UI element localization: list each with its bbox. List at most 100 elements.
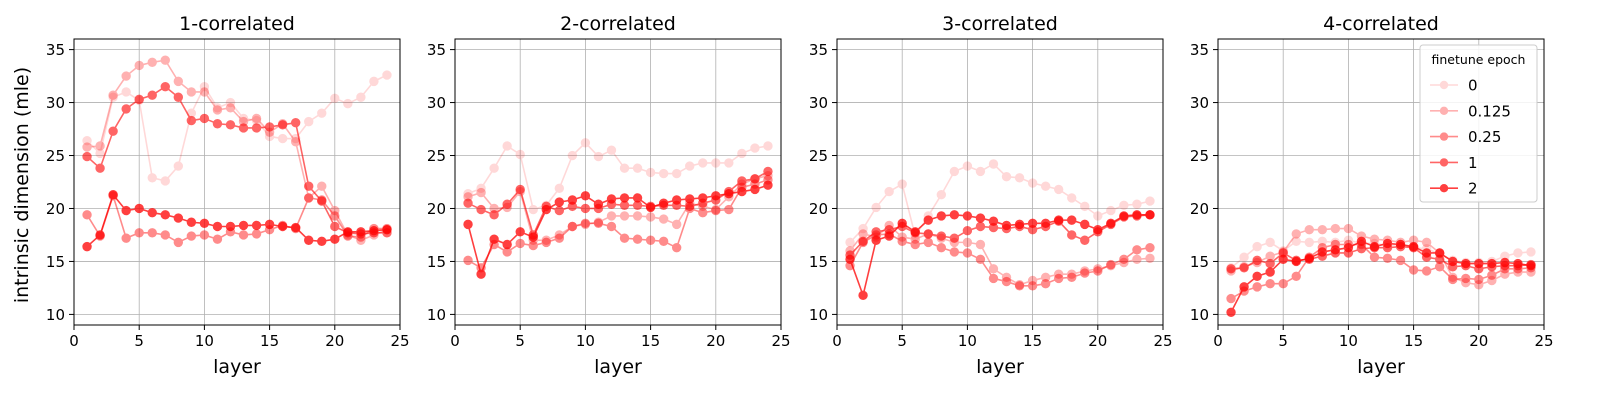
data-point (1080, 268, 1090, 278)
y-tick-label: 15 (809, 253, 828, 271)
data-point (1408, 265, 1419, 275)
data-point (1040, 272, 1051, 283)
data-point (147, 57, 157, 68)
series-line (467, 141, 769, 211)
x-tick-label: 15 (1404, 332, 1423, 350)
data-point (580, 218, 591, 229)
data-point (554, 233, 565, 243)
data-point (238, 113, 249, 124)
data-point (147, 228, 157, 238)
data-point (962, 248, 973, 258)
data-point (567, 221, 578, 232)
y-tick-label: 35 (1190, 41, 1209, 59)
data-point (858, 223, 868, 234)
data-point (251, 220, 262, 231)
y-tick-label: 20 (427, 200, 446, 218)
legend-label: 0 (1468, 77, 1478, 95)
data-point (1132, 254, 1142, 265)
data-point (975, 213, 986, 223)
data-point (1369, 252, 1380, 262)
data-point (1226, 264, 1236, 274)
data-point (108, 90, 118, 100)
data-point (949, 233, 960, 243)
y-tick-label: 25 (1190, 147, 1209, 165)
panel-title: 2-correlated (560, 13, 676, 35)
data-point (356, 227, 366, 237)
data-point (121, 104, 131, 114)
data-point (1291, 236, 1301, 247)
data-point (1239, 282, 1249, 292)
data-point (606, 145, 617, 155)
data-point (489, 234, 499, 244)
series-1 (463, 166, 773, 240)
y-tick-label: 30 (46, 94, 65, 112)
data-point (975, 239, 986, 250)
data-point (1487, 258, 1497, 269)
data-point (724, 188, 734, 199)
data-point (330, 211, 340, 221)
data-point (304, 193, 314, 203)
data-point (1343, 242, 1354, 253)
data-point (251, 123, 262, 133)
x-tick-label: 5 (1278, 332, 1288, 350)
plot-frame (836, 38, 1164, 326)
data-point (671, 168, 682, 179)
legend-entry: 0.25 (1430, 128, 1501, 146)
data-point (658, 198, 669, 208)
data-point (1265, 278, 1275, 289)
series-line (849, 214, 1150, 299)
panel-title: 3-correlated (942, 13, 1058, 35)
data-point (988, 264, 999, 274)
data-point (975, 166, 986, 177)
y-tick-label: 25 (427, 147, 446, 165)
data-point (567, 150, 578, 161)
panel-1: 0 5 10 15 20 25 10 15 20 25 30 35 1-correlated layer (46, 13, 410, 378)
y-tick-label: 30 (427, 94, 446, 112)
x-tick-label: 20 (1088, 332, 1107, 350)
data-point (343, 227, 353, 237)
data-point (382, 224, 392, 235)
data-point (619, 163, 630, 173)
data-point (936, 211, 947, 221)
data-point (763, 166, 773, 177)
data-point (317, 196, 327, 206)
data-point (251, 113, 262, 124)
data-point (1027, 218, 1038, 229)
data-point (606, 221, 617, 232)
data-point (1080, 235, 1090, 245)
data-point (330, 234, 340, 244)
data-point (1526, 260, 1536, 271)
data-point (1448, 272, 1458, 283)
data-point (711, 158, 721, 168)
series-line (467, 174, 769, 242)
data-point (95, 141, 105, 151)
data-point (1040, 218, 1051, 229)
data-point (463, 255, 473, 266)
data-point (1265, 258, 1275, 269)
y-tick-label: 25 (809, 147, 828, 165)
data-point (724, 204, 734, 215)
legend-entry: 0 (1430, 77, 1478, 95)
data-point (871, 202, 881, 213)
y-tick-label: 35 (427, 41, 446, 59)
data-point (108, 126, 118, 136)
data-point (1239, 263, 1249, 273)
data-point (1093, 264, 1103, 274)
data-point (698, 193, 708, 203)
data-point (671, 219, 682, 230)
data-point (160, 176, 170, 186)
data-point (962, 161, 973, 171)
data-point (173, 237, 184, 248)
data-point (1330, 223, 1341, 234)
data-point (763, 180, 773, 190)
data-point (186, 217, 197, 227)
data-point (580, 203, 591, 214)
data-point (975, 254, 986, 265)
data-point (160, 81, 170, 92)
data-point (1513, 248, 1523, 258)
data-point (251, 229, 262, 239)
data-point (290, 222, 301, 233)
data-point (82, 151, 92, 162)
